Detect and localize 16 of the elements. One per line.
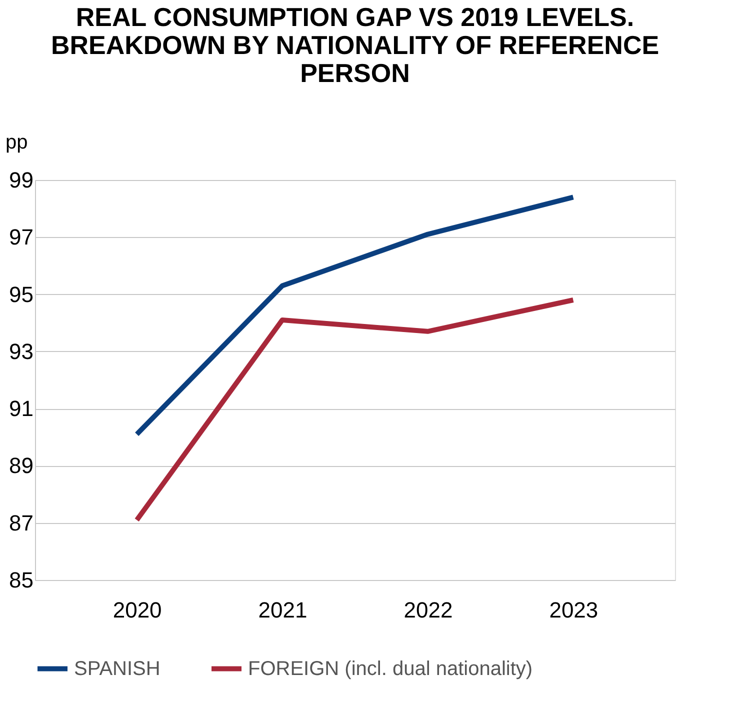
y-tick-label: 95	[9, 282, 34, 307]
y-axis-title: pp	[6, 132, 28, 154]
x-tick-label: 2020	[112, 598, 162, 622]
y-tick-label: 89	[9, 453, 34, 478]
y-tick-label: 85	[9, 568, 34, 592]
x-tick-label: 2022	[404, 598, 453, 622]
y-tick-label: 99	[9, 168, 34, 192]
x-tick-label: 2021	[258, 598, 308, 622]
chart-title: REAL CONSUMPTION GAP VS 2019 LEVELS. BREAKDOWN BY NATIONALITY OF REFERENCE PERSON	[50, 2, 660, 88]
y-tick-label: 97	[9, 224, 34, 250]
y-tick-label: 91	[9, 396, 34, 422]
x-tick-label: 2023	[549, 598, 598, 622]
y-tick-label: 93	[9, 338, 34, 364]
legend-label: SPANISH	[74, 658, 160, 680]
legend-label: FOREIGN (incl. dual nationality)	[248, 658, 533, 680]
y-tick-label: 87	[9, 510, 34, 536]
